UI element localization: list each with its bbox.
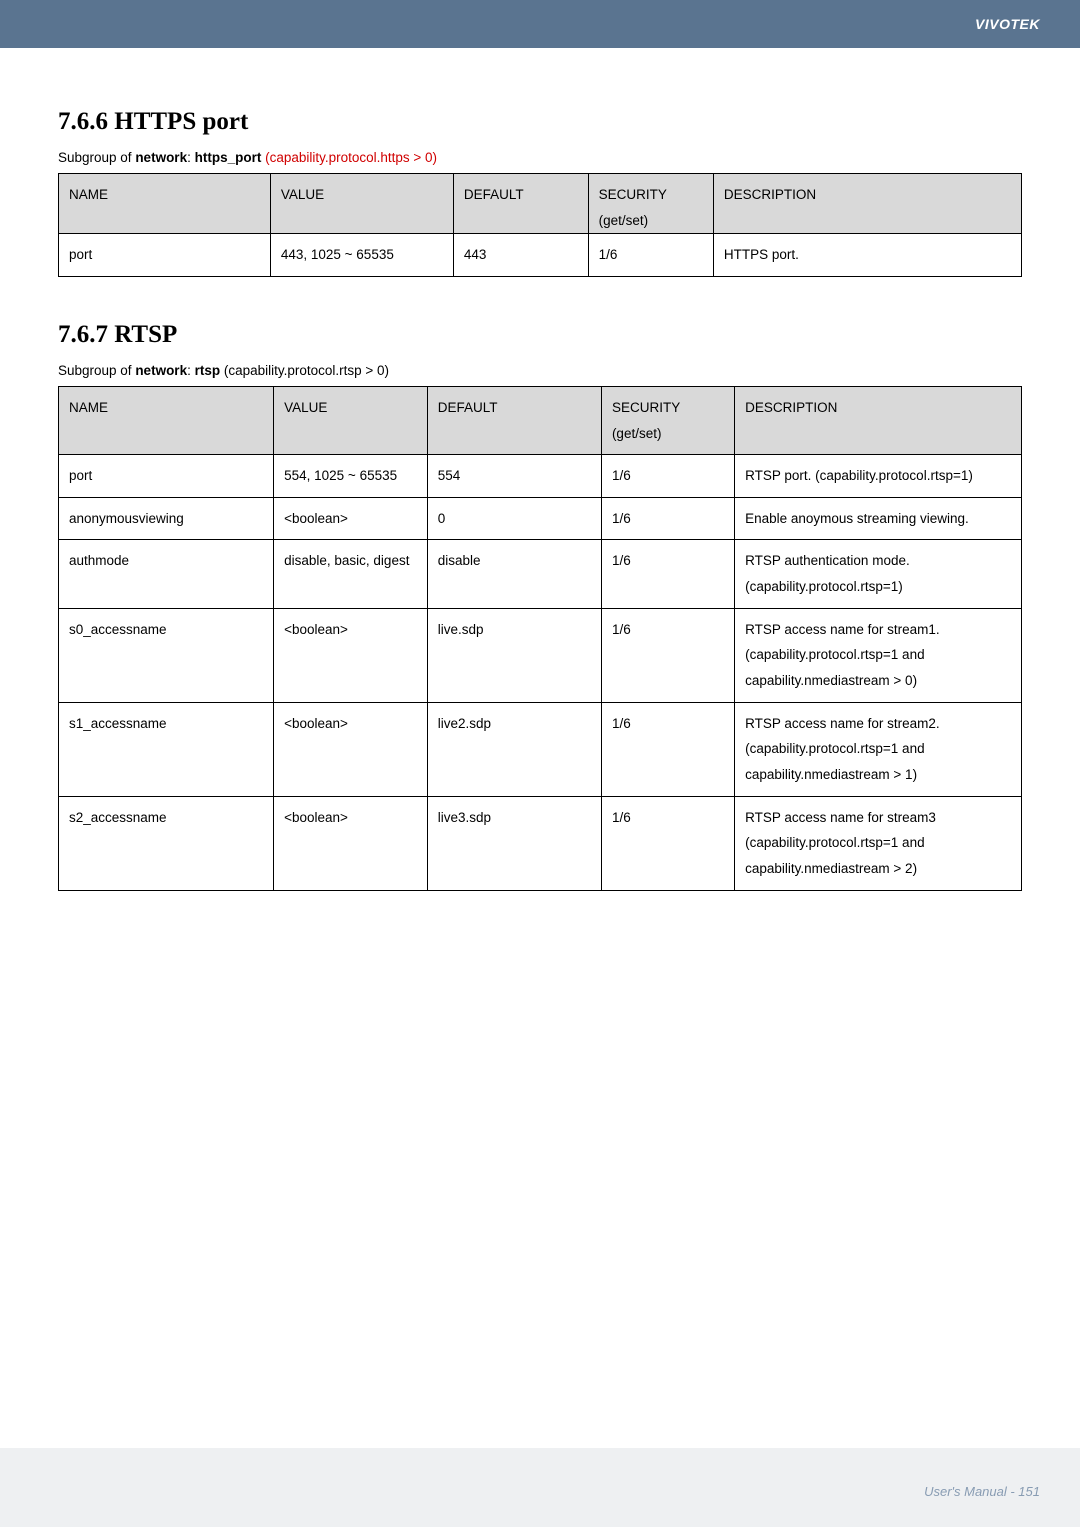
th-description: DESCRIPTION xyxy=(735,386,1022,454)
cell-security: 1/6 xyxy=(601,702,734,796)
th-value: VALUE xyxy=(274,386,428,454)
cell-default: 443 xyxy=(453,234,588,277)
th-value: VALUE xyxy=(270,174,453,234)
cell-security: 1/6 xyxy=(601,455,734,498)
cell-default: live2.sdp xyxy=(427,702,601,796)
subgroup-condition-2: (capability.protocol.rtsp > 0) xyxy=(220,363,389,378)
section-766-subgroup: Subgroup of network: https_port (capabil… xyxy=(58,150,1022,165)
th-security-sub: (get/set) xyxy=(612,426,662,441)
cell-name: authmode xyxy=(59,540,274,608)
table-header-row: NAME VALUE DEFAULT SECURITY (get/set) DE… xyxy=(59,174,1022,234)
cell-description: RTSP access name for stream2. (capabilit… xyxy=(735,702,1022,796)
th-description: DESCRIPTION xyxy=(713,174,1021,234)
table-row: s1_accessname<boolean>live2.sdp1/6RTSP a… xyxy=(59,702,1022,796)
cell-description: RTSP authentication mode. (capability.pr… xyxy=(735,540,1022,608)
table-https-port: NAME VALUE DEFAULT SECURITY (get/set) DE… xyxy=(58,173,1022,277)
th-name: NAME xyxy=(59,174,271,234)
subgroup-network-2: network xyxy=(135,363,187,378)
cell-value: <boolean> xyxy=(274,796,428,890)
subgroup-name: https_port xyxy=(195,150,262,165)
subgroup-prefix-2: Subgroup of xyxy=(58,363,135,378)
cell-value: <boolean> xyxy=(274,702,428,796)
cell-description: HTTPS port. xyxy=(713,234,1021,277)
header-band: VIVOTEK xyxy=(0,0,1080,48)
subgroup-sep: : xyxy=(187,150,195,165)
th-security: SECURITY (get/set) xyxy=(588,174,713,234)
section-767-heading: 7.6.7 RTSP xyxy=(58,321,1022,349)
table-rtsp: NAME VALUE DEFAULT SECURITY (get/set) DE… xyxy=(58,386,1022,891)
table-row: authmodedisable, basic, digestdisable1/6… xyxy=(59,540,1022,608)
subgroup-network: network xyxy=(135,150,187,165)
subgroup-sep-2: : xyxy=(187,363,195,378)
th-name: NAME xyxy=(59,386,274,454)
cell-description: RTSP access name for stream1. (capabilit… xyxy=(735,608,1022,702)
cell-default: live3.sdp xyxy=(427,796,601,890)
table-header-row: NAME VALUE DEFAULT SECURITY (get/set) DE… xyxy=(59,386,1022,454)
table-766-body: port443, 1025 ~ 655354431/6HTTPS port. xyxy=(59,234,1022,277)
cell-default: 554 xyxy=(427,455,601,498)
cell-security: 1/6 xyxy=(601,608,734,702)
cell-value: <boolean> xyxy=(274,497,428,540)
table-row: port554, 1025 ~ 655355541/6RTSP port. (c… xyxy=(59,455,1022,498)
cell-description: RTSP port. (capability.protocol.rtsp=1) xyxy=(735,455,1022,498)
subgroup-name-2: rtsp xyxy=(195,363,221,378)
cell-value: <boolean> xyxy=(274,608,428,702)
brand-label: VIVOTEK xyxy=(975,16,1040,32)
cell-description: RTSP access name for stream3 (capability… xyxy=(735,796,1022,890)
section-767-subgroup: Subgroup of network: rtsp (capability.pr… xyxy=(58,363,1022,378)
cell-value: 554, 1025 ~ 65535 xyxy=(274,455,428,498)
cell-security: 1/6 xyxy=(601,796,734,890)
content-area: 7.6.6 HTTPS port Subgroup of network: ht… xyxy=(0,48,1080,1448)
table-767-body: port554, 1025 ~ 655355541/6RTSP port. (c… xyxy=(59,455,1022,890)
table-row: anonymousviewing<boolean>01/6Enable anoy… xyxy=(59,497,1022,540)
th-security: SECURITY (get/set) xyxy=(601,386,734,454)
table-row: s2_accessname<boolean>live3.sdp1/6RTSP a… xyxy=(59,796,1022,890)
table-row: port443, 1025 ~ 655354431/6HTTPS port. xyxy=(59,234,1022,277)
cell-name: s0_accessname xyxy=(59,608,274,702)
cell-name: s1_accessname xyxy=(59,702,274,796)
th-security-label: SECURITY xyxy=(612,400,680,415)
page: VIVOTEK 7.6.6 HTTPS port Subgroup of net… xyxy=(0,0,1080,1527)
table-row: s0_accessname<boolean>live.sdp1/6RTSP ac… xyxy=(59,608,1022,702)
cell-value: disable, basic, digest xyxy=(274,540,428,608)
cell-security: 1/6 xyxy=(601,540,734,608)
cell-default: 0 xyxy=(427,497,601,540)
cell-default: live.sdp xyxy=(427,608,601,702)
cell-name: port xyxy=(59,455,274,498)
cell-name: port xyxy=(59,234,271,277)
cell-name: anonymousviewing xyxy=(59,497,274,540)
cell-description: Enable anoymous streaming viewing. xyxy=(735,497,1022,540)
cell-security: 1/6 xyxy=(588,234,713,277)
th-security-sub: (get/set) xyxy=(599,213,649,228)
section-766-heading: 7.6.6 HTTPS port xyxy=(58,108,1022,136)
subgroup-condition: (capability.protocol.https > 0) xyxy=(261,150,437,165)
cell-value: 443, 1025 ~ 65535 xyxy=(270,234,453,277)
th-default: DEFAULT xyxy=(427,386,601,454)
subgroup-prefix: Subgroup of xyxy=(58,150,135,165)
th-security-label: SECURITY xyxy=(599,187,667,202)
cell-name: s2_accessname xyxy=(59,796,274,890)
th-default: DEFAULT xyxy=(453,174,588,234)
page-footer: User's Manual - 151 xyxy=(924,1484,1040,1499)
cell-security: 1/6 xyxy=(601,497,734,540)
cell-default: disable xyxy=(427,540,601,608)
